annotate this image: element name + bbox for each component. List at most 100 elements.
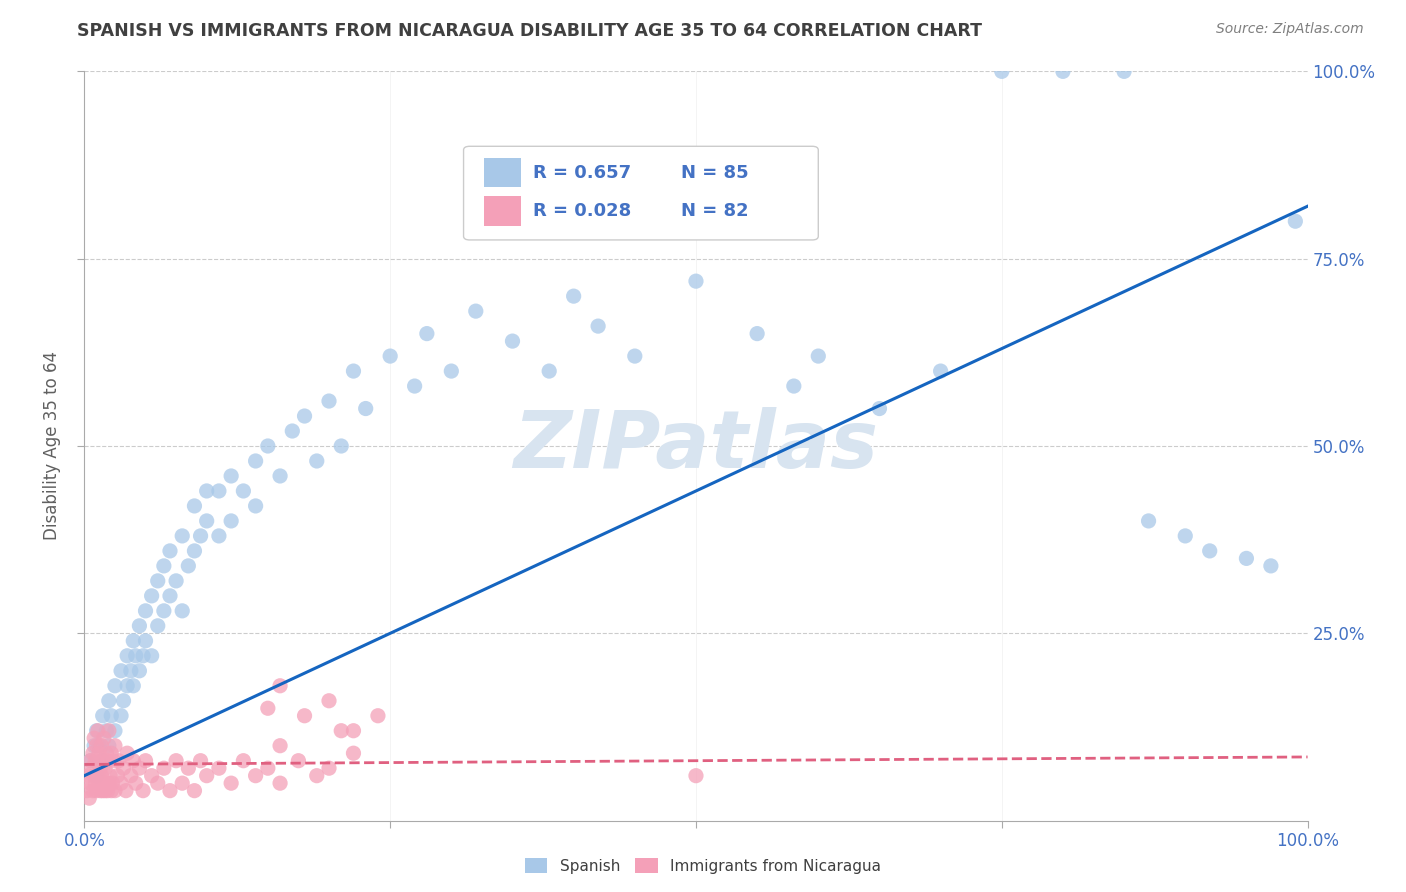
Point [83,731,105,746]
FancyBboxPatch shape [464,146,818,240]
Point [87,769,110,783]
Point [107,754,129,768]
Point [1174,529,1197,543]
Point [97,776,120,790]
Point [125,648,148,663]
Point [1284,214,1306,228]
Point [929,364,952,378]
Point [404,379,426,393]
Point [86,783,108,797]
Point [269,776,291,790]
Point [86,769,108,783]
Point [219,776,242,790]
Point [624,349,647,363]
Point [110,776,132,790]
Point [146,574,169,588]
Point [128,619,150,633]
Point [208,761,231,775]
Legend: Spanish, Immigrants from Nicaragua: Spanish, Immigrants from Nicaragua [519,852,887,880]
Point [132,648,155,663]
Point [115,746,138,760]
Point [141,769,163,783]
Point [1260,558,1282,573]
Point [77,791,100,805]
Point [685,769,707,783]
Point [318,694,340,708]
Point [219,469,242,483]
Point [159,589,181,603]
Point [93,731,115,746]
Point [747,326,769,341]
Point [153,761,176,775]
Point [87,776,110,790]
Point [146,619,169,633]
Point [281,424,304,438]
Point [100,783,122,797]
Point [232,483,254,498]
Point [84,754,107,768]
Point [190,754,212,768]
Point [245,499,267,513]
Point [153,604,176,618]
Point [1137,514,1160,528]
Point [380,349,402,363]
Point [354,401,377,416]
Point [195,483,218,498]
Point [269,739,291,753]
Point [115,679,138,693]
Point [172,529,194,543]
Point [141,648,163,663]
Point [89,783,111,797]
Point [93,776,115,790]
Point [110,664,132,678]
Point [120,769,142,783]
Point [367,708,389,723]
Point [257,761,280,775]
Bar [484,196,522,227]
Point [172,604,194,618]
Point [122,679,145,693]
Point [165,574,187,588]
Point [318,761,340,775]
Point [177,761,200,775]
Point [84,776,107,790]
Point [79,754,101,768]
Point [94,761,117,775]
Point [153,558,176,573]
Point [342,723,364,738]
Text: SPANISH VS IMMIGRANTS FROM NICARAGUA DISABILITY AGE 35 TO 64 CORRELATION CHART: SPANISH VS IMMIGRANTS FROM NICARAGUA DIS… [77,22,983,40]
Bar [484,158,522,187]
Point [120,664,142,678]
Point [96,723,118,738]
Point [165,754,187,768]
Point [77,769,100,783]
Point [562,289,585,303]
Point [96,746,118,760]
Point [135,633,157,648]
Point [1052,64,1074,78]
Point [97,783,120,797]
Point [98,769,121,783]
Point [869,401,891,416]
Y-axis label: Disability Age 35 to 64: Disability Age 35 to 64 [44,351,62,541]
Point [502,334,524,348]
Point [100,746,122,760]
Point [97,694,120,708]
Text: Source: ZipAtlas.com: Source: ZipAtlas.com [1216,22,1364,37]
Point [294,708,316,723]
Point [440,364,463,378]
Point [86,723,108,738]
Point [112,761,135,775]
Point [125,776,148,790]
Point [110,708,132,723]
Point [269,469,291,483]
Point [87,746,110,760]
Point [1114,64,1136,78]
Point [257,439,280,453]
Point [330,723,353,738]
Point [538,364,561,378]
Point [1198,544,1220,558]
Point [103,754,125,768]
Point [219,514,242,528]
Point [97,754,120,768]
